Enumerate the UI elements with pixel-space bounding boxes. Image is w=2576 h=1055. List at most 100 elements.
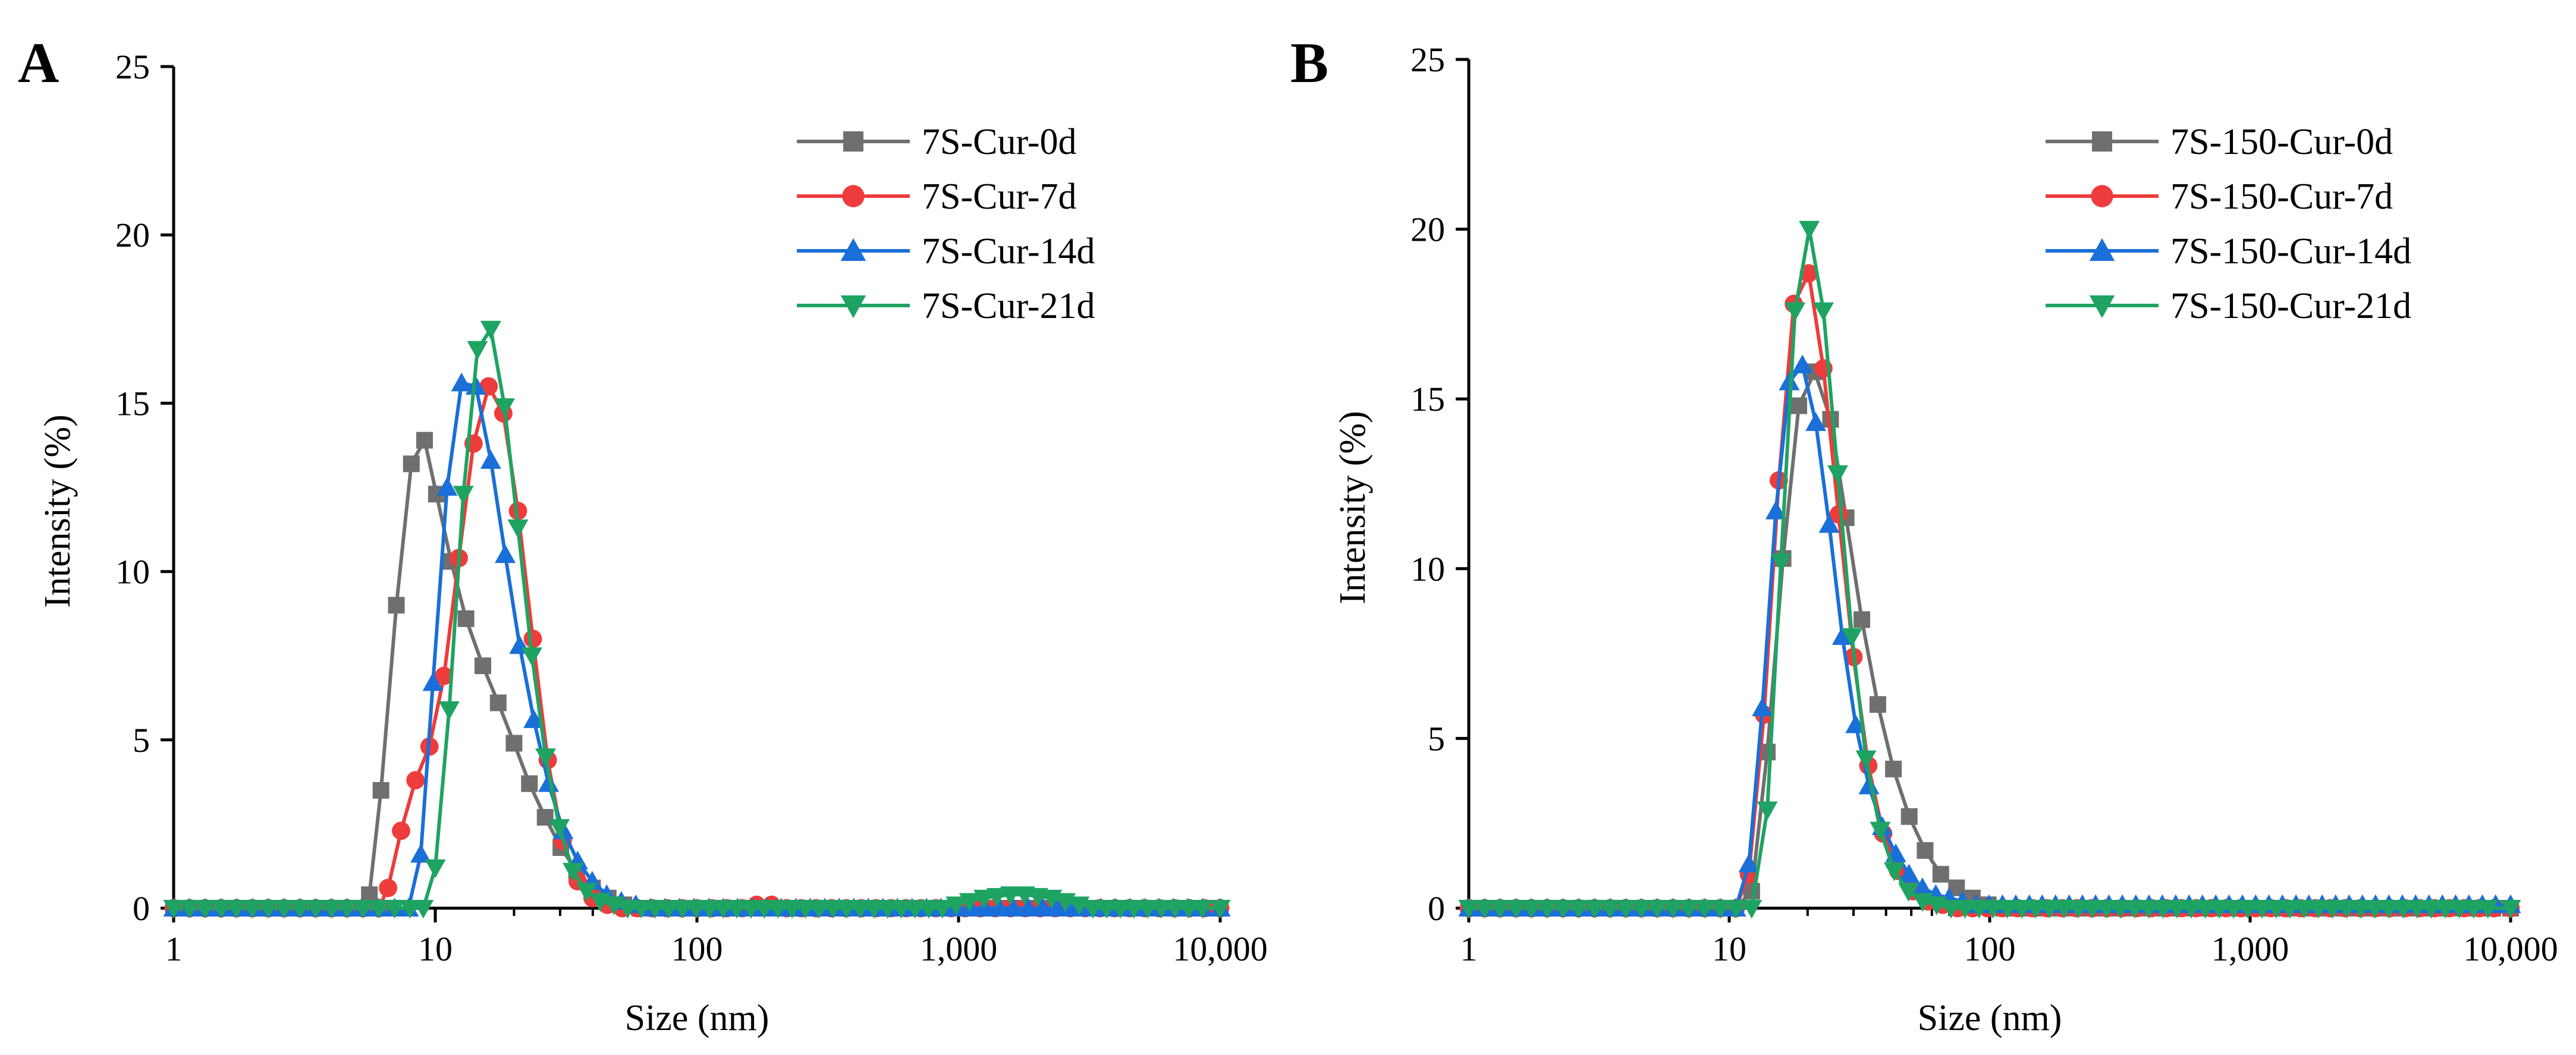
series-7S-150-Cur-14d	[1458, 354, 2521, 917]
data-point	[1752, 697, 1773, 716]
data-point	[2294, 900, 2315, 919]
data-point	[241, 900, 263, 919]
data-point	[2153, 900, 2174, 919]
legend-entry: 7S-150-Cur-21d	[2046, 286, 2411, 326]
data-point	[1858, 775, 1880, 795]
data-point	[2082, 900, 2103, 919]
legend-entry: 7S-150-Cur-0d	[2046, 122, 2393, 162]
data-point	[2166, 900, 2188, 919]
data-point	[2096, 900, 2118, 919]
x-axis-title: Size (nm)	[625, 998, 769, 1038]
data-point	[2138, 900, 2159, 919]
data-point	[986, 888, 1007, 907]
data-point	[2434, 900, 2456, 919]
y-tick-label: 5	[1428, 719, 1445, 758]
data-point	[1770, 553, 1792, 572]
data-point	[1898, 864, 1920, 883]
data-point	[672, 900, 693, 919]
data-point	[740, 900, 762, 919]
data-point	[535, 748, 557, 767]
x-tick-label: 1,000	[920, 930, 998, 968]
data-point	[1832, 626, 1853, 645]
y-tick-label: 25	[115, 48, 150, 86]
data-point	[1600, 900, 1621, 919]
data-point	[1955, 900, 1976, 919]
data-point	[1885, 760, 1902, 777]
x-tick-label: 10	[1712, 930, 1746, 968]
data-point	[416, 432, 433, 449]
data-point	[973, 890, 995, 909]
data-point	[399, 900, 420, 919]
y-tick-label: 0	[1428, 889, 1445, 928]
data-point	[918, 900, 940, 919]
data-point	[257, 900, 279, 919]
data-point	[352, 900, 373, 919]
data-point	[1584, 900, 1605, 919]
data-point	[2378, 900, 2399, 919]
data-point	[451, 372, 472, 392]
data-point	[1178, 900, 1199, 919]
series-7S-Cur-0d	[165, 432, 1229, 917]
data-point	[726, 900, 747, 919]
x-tick-label: 10,000	[1173, 930, 1268, 968]
data-point	[410, 843, 432, 863]
series-7S-150-Cur-21d	[1458, 221, 2521, 919]
legend-marker	[842, 185, 865, 207]
data-point	[453, 486, 474, 505]
data-point	[179, 900, 200, 919]
data-point	[1870, 821, 1891, 841]
legend-marker	[840, 238, 866, 261]
y-tick-label: 20	[115, 216, 150, 254]
data-point	[2364, 900, 2386, 919]
data-point	[1151, 900, 1172, 919]
data-point	[480, 450, 501, 469]
data-point	[781, 900, 803, 919]
data-point	[435, 666, 454, 685]
data-point	[321, 900, 342, 919]
data-point	[753, 900, 775, 919]
data-point	[2223, 900, 2244, 919]
data-point	[2321, 900, 2343, 919]
data-point	[1678, 900, 1699, 919]
series-line	[174, 381, 1220, 910]
data-point	[1490, 900, 1511, 919]
data-point	[475, 657, 492, 675]
series-line	[1469, 363, 2511, 910]
series-7S-150-Cur-7d	[1459, 264, 2520, 918]
x-tick-label: 100	[1964, 930, 2016, 968]
data-point	[422, 672, 444, 691]
y-tick-label: 15	[115, 384, 150, 423]
data-point	[563, 862, 584, 882]
data-point	[2407, 900, 2428, 919]
legend-marker	[843, 131, 863, 152]
legend-marker	[840, 295, 866, 319]
data-point	[1552, 900, 1573, 919]
legend-label: 7S-150-Cur-14d	[2170, 231, 2411, 272]
data-point	[959, 893, 980, 912]
legend-entry: 7S-150-Cur-14d	[2046, 231, 2411, 272]
data-point	[1765, 500, 1786, 519]
y-tick-label: 5	[133, 721, 150, 760]
legend-label: 7S-Cur-21d	[922, 286, 1095, 326]
data-point	[1000, 886, 1021, 905]
data-point	[1818, 514, 1840, 533]
data-point	[523, 709, 545, 728]
data-point	[988, 897, 1010, 917]
data-point	[465, 376, 486, 395]
data-point	[1506, 900, 1527, 919]
data-point	[808, 900, 830, 919]
y-tick-label: 10	[115, 553, 150, 591]
data-point	[1123, 900, 1145, 919]
data-point	[1137, 900, 1158, 919]
data-point	[1898, 883, 1920, 902]
data-point	[379, 878, 397, 897]
series-line	[1469, 227, 2511, 910]
panel-b: B 0 5 10 15 20 25 1 10 100 1,000 10,000 Size (nm) Int…	[1290, 31, 2558, 1038]
data-point	[226, 900, 247, 919]
data-point	[508, 502, 527, 521]
data-point	[425, 859, 446, 878]
data-point	[1940, 900, 1962, 919]
legend-marker	[2091, 185, 2113, 207]
data-point	[489, 694, 507, 711]
data-point	[337, 900, 358, 919]
